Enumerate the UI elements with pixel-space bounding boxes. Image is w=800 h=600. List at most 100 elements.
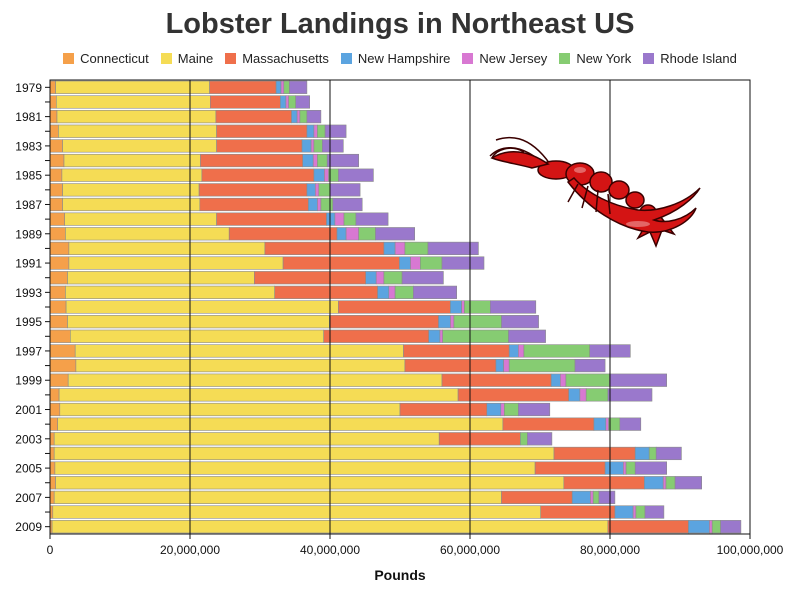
bar-rhode-island-2009: [720, 520, 742, 534]
bar-connecticut-2004: [49, 446, 55, 461]
legend-item-maine: Maine: [160, 51, 213, 66]
bar-new-jersey-1985: [324, 168, 329, 182]
bar-maine-1985: [61, 168, 203, 182]
bar-maine-1996: [70, 329, 324, 343]
bar-connecticut-2000: [49, 388, 60, 402]
bar-new-jersey-2000: [579, 388, 587, 402]
bar-connecticut-1979: [49, 80, 56, 94]
bar-connecticut-2002: [49, 417, 58, 431]
bar-rhode-island-1983: [321, 139, 344, 153]
bar-rhode-island-2000: [607, 388, 653, 402]
bar-new-jersey-1990: [394, 241, 406, 256]
y-tick-label: 1997: [15, 344, 42, 358]
bar-connecticut-1988: [49, 212, 65, 226]
bar-new-hampshire-2007: [571, 490, 591, 504]
bar-new-york-2008: [635, 505, 646, 519]
bar-maine-1984: [63, 153, 201, 168]
bar-new-york-2005: [625, 461, 636, 475]
legend-swatch-new-jersey: [462, 53, 474, 64]
bar-massachusetts-1982: [216, 124, 308, 138]
y-tick-label: 2009: [15, 520, 42, 534]
y-tick-label: 2007: [15, 491, 42, 505]
bar-rhode-island-1991: [441, 256, 485, 270]
bar-new-jersey-1988: [334, 212, 345, 226]
bar-maine-2006: [55, 476, 565, 490]
y-tick-label: 2005: [15, 462, 42, 476]
bar-rhode-island-1999: [608, 373, 667, 387]
bar-new-york-2007: [592, 490, 600, 504]
bar-connecticut-1997: [49, 344, 76, 358]
bar-massachusetts-2007: [501, 490, 573, 504]
bar-new-hampshire-2008: [614, 505, 634, 519]
bar-rhode-island-2004: [655, 446, 682, 461]
bar-new-york-1992: [383, 271, 403, 285]
legend-swatch-new-hampshire: [340, 53, 352, 64]
bar-new-jersey-1996: [439, 329, 443, 343]
x-tick-label: 60,000,000: [440, 543, 500, 557]
bar-new-york-1982: [317, 124, 326, 138]
bar-new-jersey-1995: [450, 315, 455, 329]
bar-massachusetts-1980: [210, 95, 281, 109]
bar-new-jersey-2006: [662, 476, 667, 490]
bar-new-jersey-1986: [314, 183, 320, 197]
bar-new-hampshire-1989: [336, 227, 347, 241]
bar-new-york-1990: [404, 241, 429, 256]
bar-connecticut-1987: [49, 197, 63, 212]
bar-rhode-island-1985: [338, 168, 374, 182]
y-tick-label: 2001: [15, 403, 42, 417]
y-tick-label: 1987: [15, 198, 42, 212]
legend-item-connecticut: Connecticut: [63, 51, 149, 66]
bar-massachusetts-2003: [438, 432, 521, 446]
bar-maine-1988: [64, 212, 217, 226]
bar-maine-2000: [58, 388, 459, 402]
chart-title: Lobster Landings in Northeast US: [165, 8, 635, 40]
bar-maine-1993: [65, 285, 276, 299]
bar-massachusetts-1991: [282, 256, 400, 270]
bar-new-hampshire-1998: [495, 358, 504, 373]
bar-massachusetts-2005: [534, 461, 606, 475]
bar-connecticut-1995: [49, 315, 68, 329]
bar-massachusetts-1999: [441, 373, 552, 387]
bar-new-hampshire-2009: [688, 520, 710, 534]
bar-new-hampshire-1985: [313, 168, 325, 182]
bar-new-york-2000: [585, 388, 609, 402]
bar-new-jersey-2002: [605, 417, 609, 431]
bar-new-hampshire-2005: [604, 461, 624, 475]
bar-new-hampshire-1983: [301, 139, 312, 153]
legend-swatch-connecticut: [63, 53, 75, 64]
bar-new-york-1989: [358, 227, 376, 241]
legend-item-new-york: New York: [559, 51, 631, 66]
bar-new-jersey-1984: [312, 153, 318, 168]
bar-new-york-1993: [394, 285, 414, 299]
bar-maine-1981: [56, 110, 217, 124]
bar-rhode-island-1988: [355, 212, 389, 226]
legend-label: New York: [576, 51, 632, 66]
bar-maine-1987: [62, 197, 201, 212]
bar-new-york-1996: [442, 329, 509, 343]
bar-new-york-1980: [288, 95, 297, 109]
bar-new-jersey-1992: [375, 271, 385, 285]
bar-massachusetts-2001: [399, 402, 488, 417]
bar-massachusetts-2008: [540, 505, 616, 519]
bar-new-york-1983: [313, 139, 323, 153]
legend-item-new-hampshire: New Hampshire: [340, 51, 450, 66]
bar-new-jersey-2008: [632, 505, 637, 519]
bar-new-york-1986: [318, 183, 331, 197]
bar-rhode-island-2005: [634, 461, 668, 475]
bar-new-jersey-2009: [709, 520, 713, 534]
bar-new-hampshire-2006: [643, 476, 664, 490]
bar-massachusetts-1984: [200, 153, 303, 168]
bar-new-york-1994: [464, 300, 491, 314]
lobster-icon: [489, 136, 701, 249]
bar-new-jersey-1979: [280, 80, 285, 94]
bar-new-jersey-1991: [410, 256, 421, 270]
bar-connecticut-1982: [49, 124, 59, 138]
bar-massachusetts-1985: [201, 168, 315, 182]
bar-new-york-2003: [520, 432, 528, 446]
bar-rhode-island-1989: [375, 227, 416, 241]
bar-connecticut-1986: [49, 183, 63, 197]
bar-new-jersey-1998: [503, 358, 510, 373]
bar-rhode-island-1995: [501, 315, 539, 329]
y-tick-label: 1991: [15, 257, 42, 271]
bar-maine-1980: [55, 95, 211, 109]
